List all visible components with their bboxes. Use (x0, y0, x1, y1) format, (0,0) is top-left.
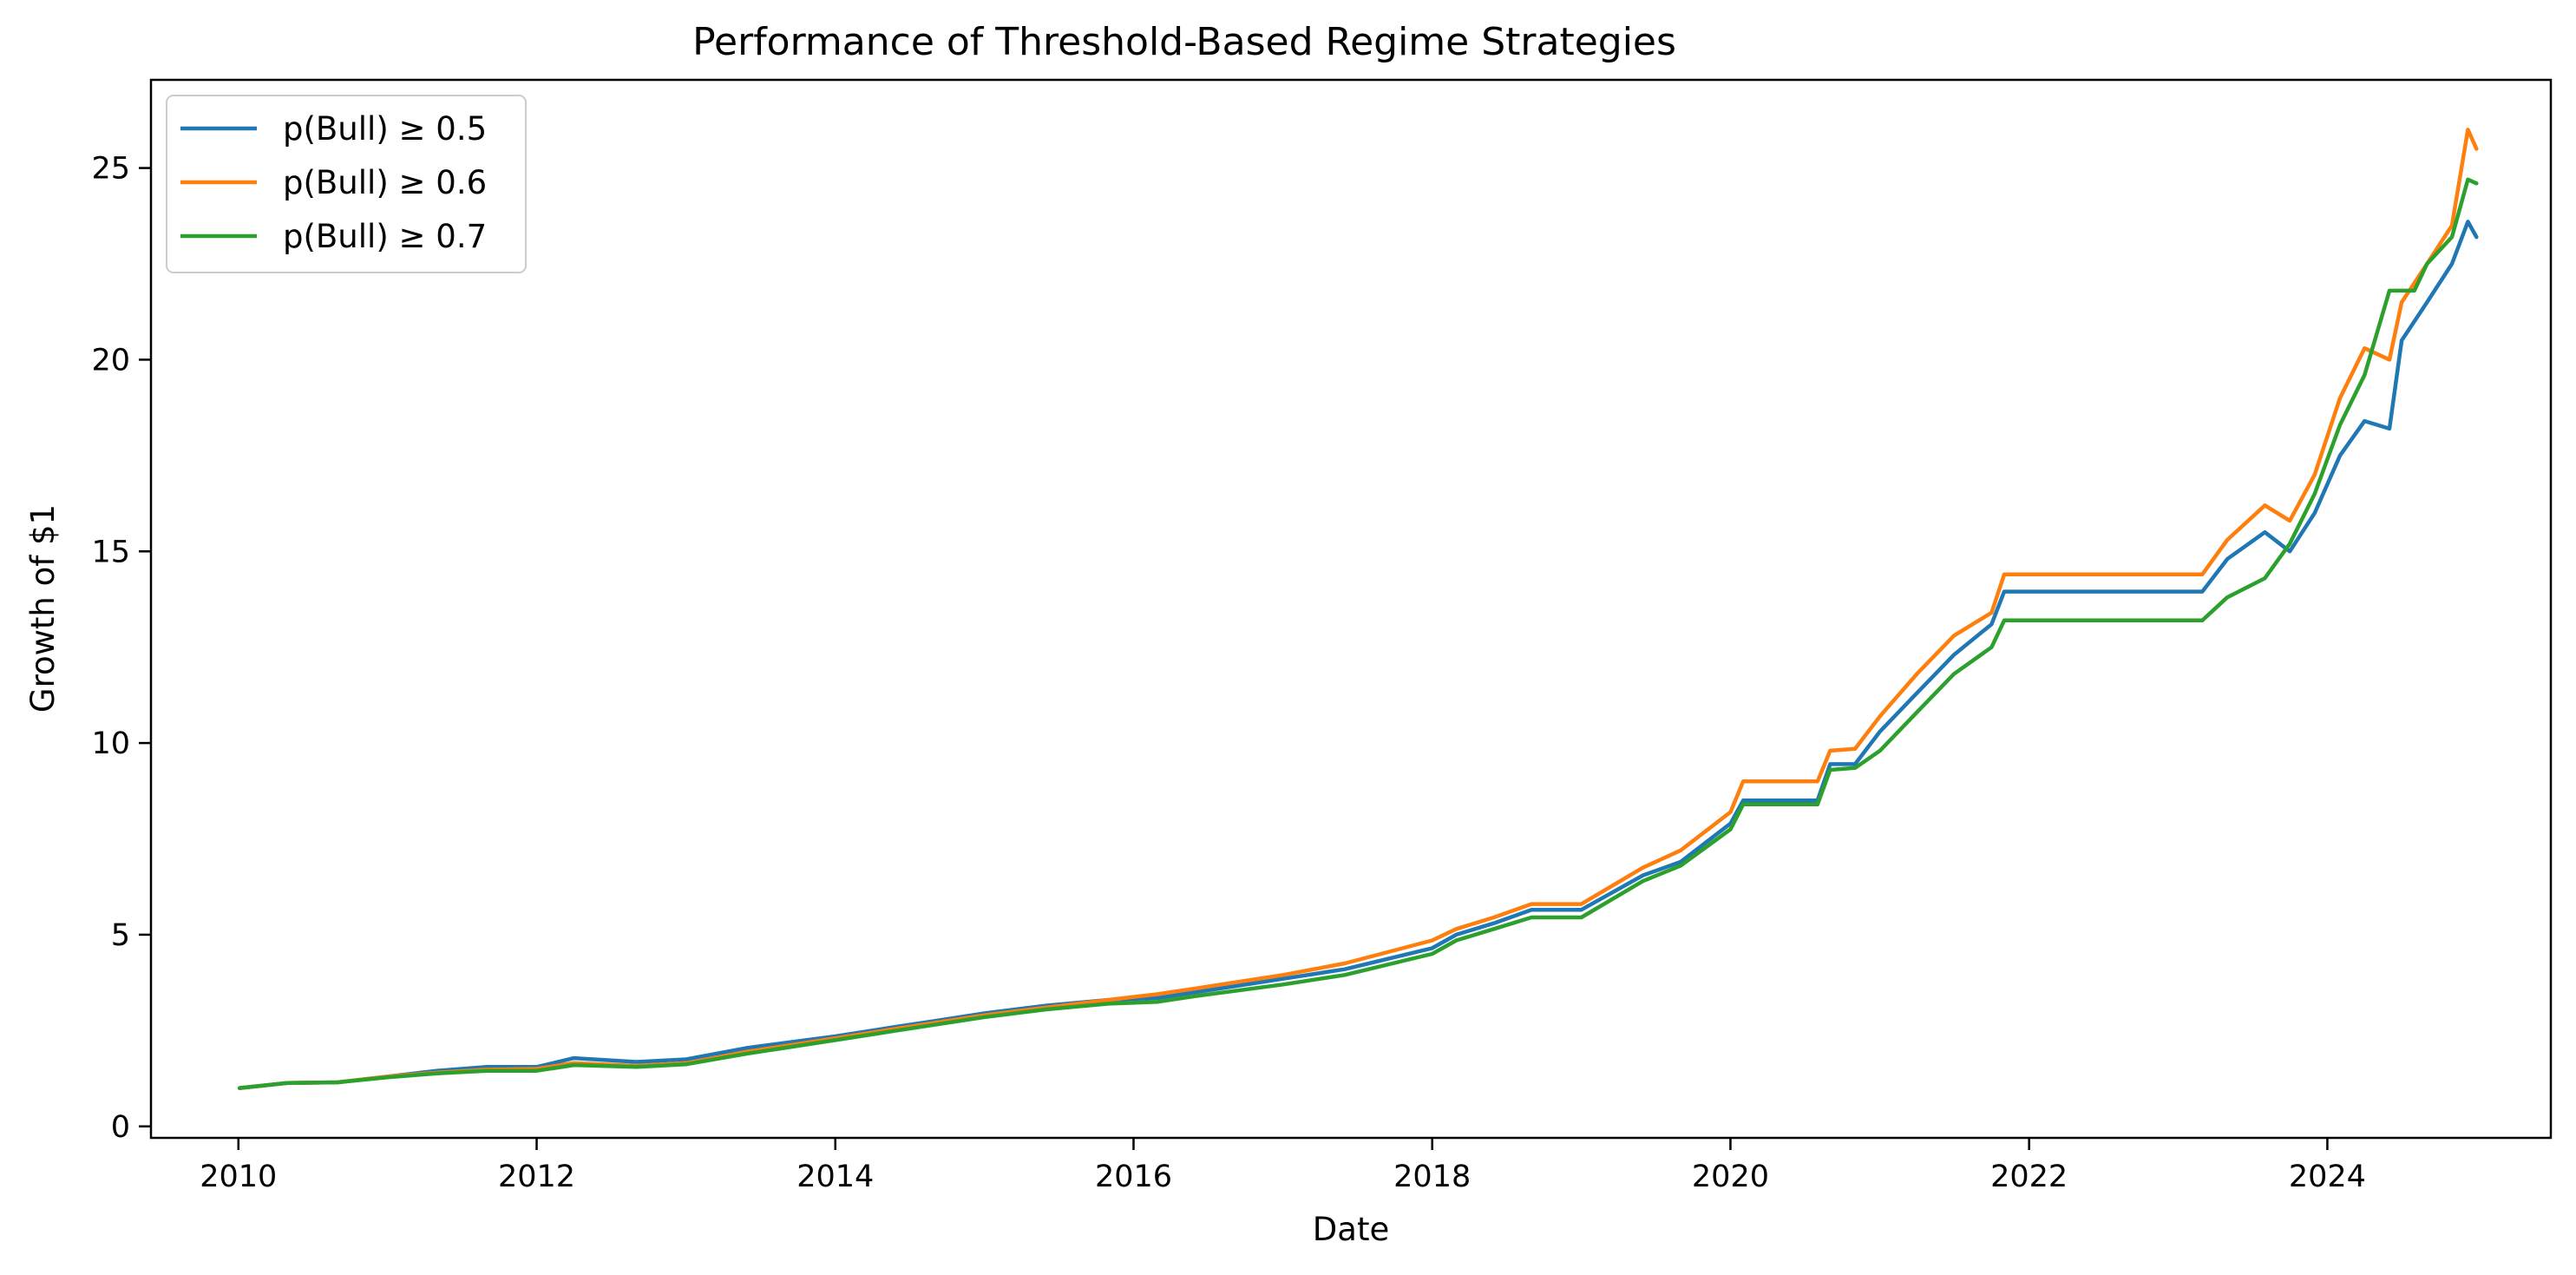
y-tick-label: 25 (91, 152, 130, 187)
x-tick-label: 2016 (1095, 1160, 1172, 1194)
legend-box (166, 95, 527, 273)
x-tick-label: 2018 (1393, 1160, 1471, 1194)
x-tick-label: 2010 (200, 1160, 277, 1194)
legend-label-3: p(Bull) ≥ 0.7 (283, 218, 487, 255)
y-tick-label: 5 (111, 918, 130, 953)
x-tick-label: 2022 (1990, 1160, 2068, 1194)
x-tick-label: 2020 (1692, 1160, 1769, 1194)
axis-ticks: 2010 2012 2014 2016 2018 2020 2022 2024 0 5 10 15 20… (91, 152, 2366, 1194)
plot-area (237, 128, 2479, 1090)
legend-label-2: p(Bull) ≥ 0.6 (283, 164, 487, 201)
series-line-3 (237, 177, 2479, 1090)
y-tick-label: 20 (91, 343, 130, 378)
x-tick-label: 2024 (2289, 1160, 2366, 1194)
plot-frame (149, 78, 2553, 1140)
x-tick-label: 2014 (796, 1160, 874, 1194)
series-lines (237, 128, 2479, 1090)
series-line-1 (237, 220, 2479, 1090)
legend-label-1: p(Bull) ≥ 0.5 (283, 110, 487, 148)
legend: p(Bull) ≥ 0.5 p(Bull) ≥ 0.6 p(Bull) ≥ 0.7 (166, 95, 527, 273)
x-tick-label: 2012 (498, 1160, 575, 1194)
y-axis-label: Growth of $1 (24, 504, 62, 713)
y-tick-label: 15 (91, 535, 130, 569)
y-tick-label: 10 (91, 726, 130, 761)
x-axis-label: Date (1313, 1211, 1389, 1248)
chart-title: Performance of Threshold-Based Regime St… (692, 20, 1676, 64)
y-tick-label: 0 (111, 1110, 130, 1145)
